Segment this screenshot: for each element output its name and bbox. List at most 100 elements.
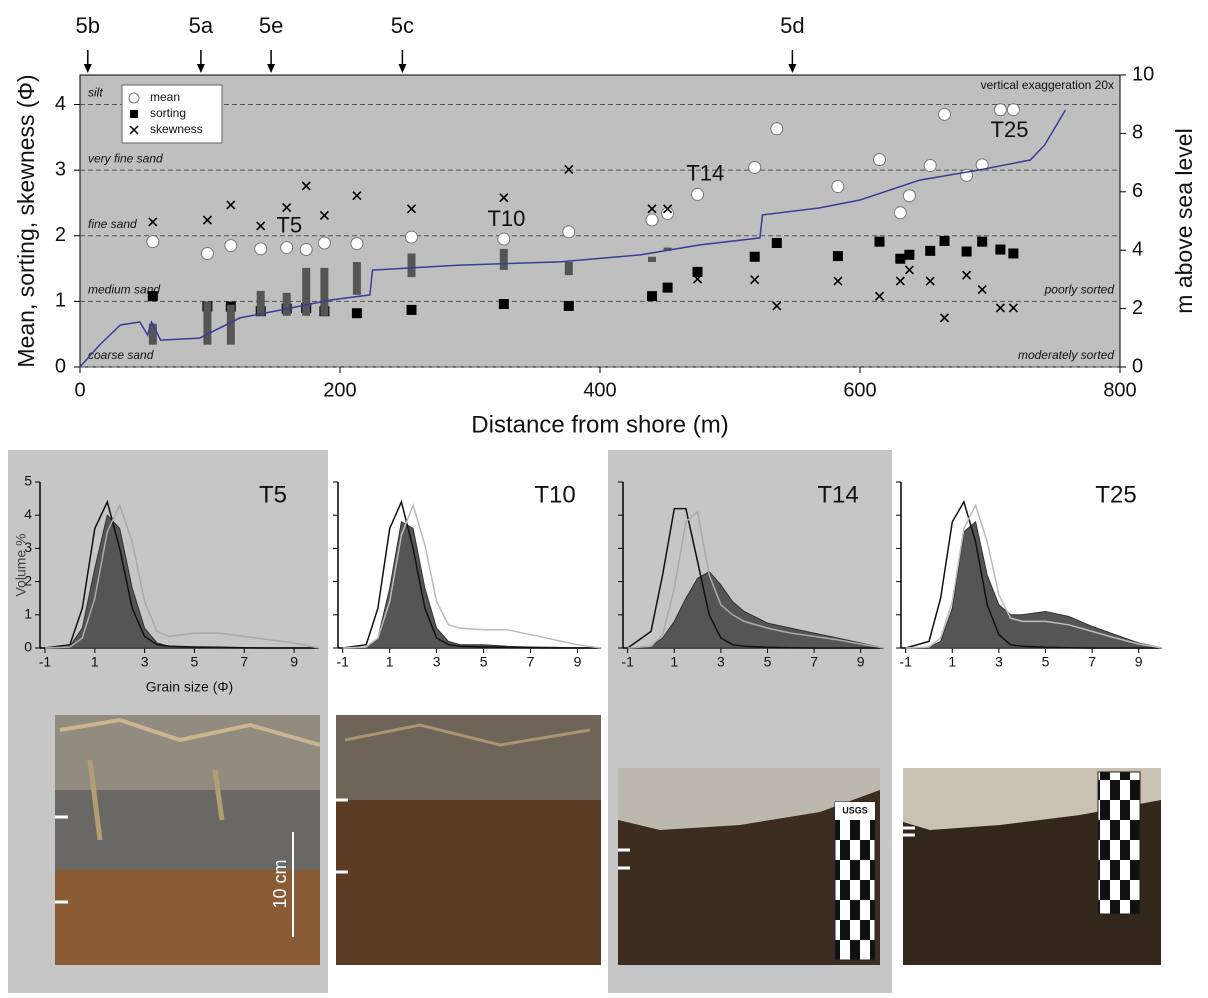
y-tick-label: 2: [55, 224, 66, 246]
y2-axis-label: m above sea level: [1171, 128, 1197, 313]
sorting-class: moderately sorted: [1018, 348, 1114, 362]
plot-area: [80, 75, 1120, 367]
x-tick-label: 0: [74, 379, 85, 401]
bar: [302, 268, 310, 316]
sorting-point: [833, 251, 843, 261]
grain-class: silt: [88, 86, 103, 100]
x-tick-label: -1: [899, 654, 912, 670]
y-tick-label: 4: [55, 93, 66, 115]
mean-point: [894, 207, 906, 219]
figure: 10 cm USGS 0123402468100200400600800Dist…: [0, 0, 1208, 993]
legend-label: skewness: [150, 122, 203, 136]
mean-point: [939, 108, 951, 120]
sorting-point: [875, 237, 885, 247]
bar: [565, 262, 573, 275]
y2-tick-label: 8: [1132, 122, 1143, 144]
sorting-point: [647, 291, 657, 301]
scale-label: 10 cm: [270, 859, 290, 908]
sorting-point: [750, 252, 760, 262]
sorting-point: [499, 299, 509, 309]
arrow-head: [267, 64, 275, 73]
x-axis-label: Distance from shore (m): [471, 411, 728, 438]
mean-point: [646, 214, 658, 226]
panel-title: T10: [534, 481, 575, 508]
sorting-point: [940, 236, 950, 246]
mean-point: [300, 244, 312, 256]
x-tick-label: 5: [1042, 654, 1050, 670]
photo: [336, 715, 601, 965]
mean-point: [832, 181, 844, 193]
arrow-head: [398, 64, 406, 73]
arrow-head: [788, 64, 796, 73]
sorting-point: [904, 250, 914, 260]
arrow-head: [197, 64, 205, 73]
photo: 10 cm: [55, 715, 320, 965]
y-tick-label: 1: [24, 606, 32, 622]
figure-ref: 5d: [780, 13, 804, 38]
x-tick-label: 600: [843, 379, 876, 401]
sorting-point: [564, 301, 574, 311]
x-tick-label: 3: [433, 654, 441, 670]
y2-tick-label: 2: [1132, 297, 1143, 319]
mean-point: [903, 190, 915, 202]
legend-symbol: [130, 110, 138, 118]
figure-ref: 5b: [76, 13, 100, 38]
x-tick-label: 3: [141, 654, 149, 670]
legend-symbol: [129, 93, 139, 103]
mean-point: [994, 104, 1006, 116]
legend-label: mean: [150, 90, 180, 104]
photo: USGS: [618, 768, 880, 965]
bar: [353, 262, 361, 295]
figure-ref: 5e: [259, 13, 283, 38]
x-tick-label: 9: [290, 654, 298, 670]
scale-logo: USGS: [842, 805, 868, 815]
y-tick-label: 4: [24, 506, 32, 522]
sample-label: T14: [686, 161, 724, 186]
arrow-head: [84, 64, 92, 73]
x-tick-label: 3: [717, 654, 725, 670]
legend-label: sorting: [150, 106, 186, 120]
panel-title: T25: [1095, 481, 1136, 508]
x-tick-label: 400: [583, 379, 616, 401]
bar: [283, 293, 291, 316]
bar: [408, 253, 416, 277]
sample-label: T25: [991, 117, 1029, 142]
mean-point: [749, 162, 761, 174]
y2-tick-label: 10: [1132, 63, 1154, 85]
mean-point: [147, 236, 159, 248]
sorting-point: [663, 283, 673, 293]
x-tick-label: -1: [39, 654, 52, 670]
x-tick-label: 9: [574, 654, 582, 670]
mean-point: [924, 160, 936, 172]
figure-ref: 5c: [391, 13, 414, 38]
grain-class: coarse sand: [88, 348, 154, 362]
mean-point: [874, 154, 886, 166]
sorting-point: [977, 237, 987, 247]
x-tick-label: 7: [810, 654, 818, 670]
y-tick-label: 0: [24, 639, 32, 655]
figure-ref: 5a: [189, 13, 214, 38]
mean-point: [351, 238, 363, 250]
x-tick-label: -1: [621, 654, 634, 670]
x-tick-label: 9: [857, 654, 865, 670]
x-tick-label: 1: [670, 654, 678, 670]
bar: [203, 302, 211, 345]
sorting-point: [352, 308, 362, 318]
mean-point: [563, 226, 575, 238]
x-tick-label: 5: [480, 654, 488, 670]
x-tick-label: 5: [764, 654, 772, 670]
y2-tick-label: 6: [1132, 180, 1143, 202]
mean-point: [692, 188, 704, 200]
x-tick-label: 9: [1135, 654, 1143, 670]
mean-point: [281, 242, 293, 254]
bar: [257, 291, 265, 316]
y-tick-label: 3: [55, 158, 66, 180]
y-axis-label: Mean, sorting, skewness (Φ): [13, 74, 39, 367]
sorting-point: [925, 246, 935, 256]
bar: [648, 257, 656, 262]
sorting-point: [148, 291, 158, 301]
sorting-point: [407, 305, 417, 315]
y-axis-label: Volume %: [13, 533, 29, 596]
x-tick-label: 7: [527, 654, 535, 670]
y-tick-label: 0: [55, 355, 66, 377]
